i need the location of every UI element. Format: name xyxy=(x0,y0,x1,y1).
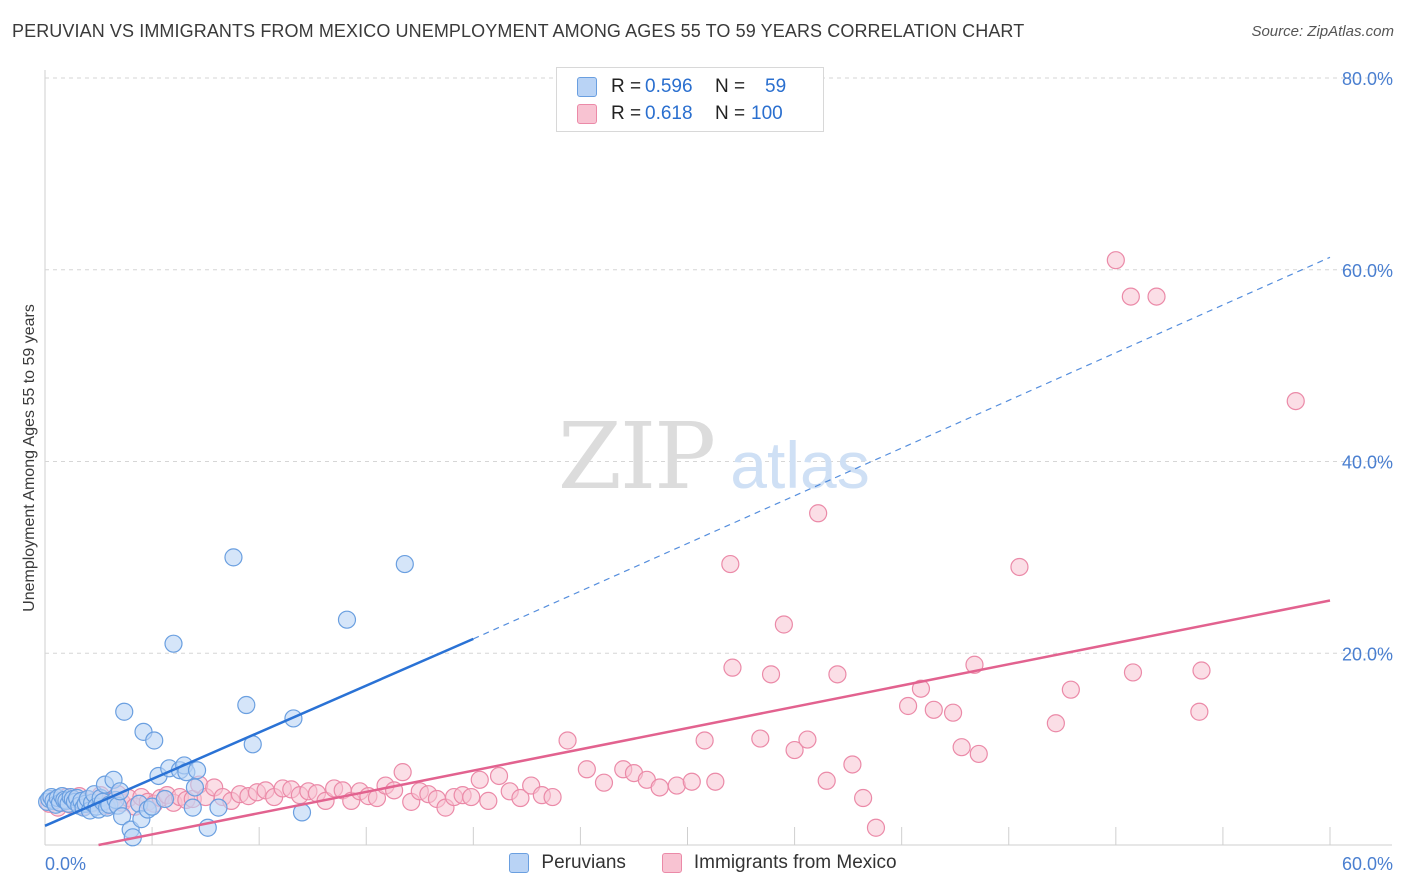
mexico-point xyxy=(1190,702,1209,721)
mexico-point xyxy=(969,744,988,764)
mexico-point xyxy=(774,615,793,634)
watermark: ZIP atlas xyxy=(558,403,870,510)
mexico-point xyxy=(470,770,489,789)
grid-lines xyxy=(44,70,1392,846)
bottom-legend-mexico: Immigrants from Mexico xyxy=(661,852,897,874)
peruvian-point xyxy=(164,634,183,653)
mexico-point xyxy=(695,731,714,750)
peruvian-point xyxy=(395,554,414,574)
mexico-point xyxy=(911,679,931,698)
mexico-point xyxy=(650,778,669,797)
mexico-point xyxy=(1192,661,1211,680)
bottom-legend-label: Peruvians xyxy=(541,852,626,873)
series-mexico xyxy=(40,251,1305,837)
y-tick-label: 60.0% xyxy=(1342,261,1393,281)
legend-row-peruvians: R = 0.596 N = 59 xyxy=(577,74,786,100)
mexico-point xyxy=(854,788,873,808)
mexico-point xyxy=(393,763,412,782)
peruvian-point xyxy=(224,548,243,567)
mexico-point xyxy=(785,740,804,760)
bottom-legend: Peruvians Immigrants from Mexico xyxy=(0,852,1406,874)
trend-lines xyxy=(44,256,1331,847)
mexico-point xyxy=(462,787,481,807)
mexico-point xyxy=(843,755,862,774)
source-label: Source: ZipAtlas.com xyxy=(1251,23,1394,40)
legend-r-value: 0.618 xyxy=(645,103,693,124)
mexico-point xyxy=(723,658,742,677)
mexico-point xyxy=(809,504,828,523)
peruvian-point xyxy=(187,761,207,780)
mexico-point xyxy=(1106,251,1125,270)
y-tick-label: 20.0% xyxy=(1342,644,1393,664)
bottom-legend-peruvians: Peruvians xyxy=(509,852,626,874)
mexico-swatch xyxy=(661,853,682,873)
legend-n-value: 59 xyxy=(765,76,787,97)
mexico-point xyxy=(817,771,836,790)
peruvian-point xyxy=(337,610,357,629)
watermark-atlas: atlas xyxy=(730,428,869,502)
mexico-point xyxy=(594,773,614,792)
peruvian-trend-extension xyxy=(473,256,1331,640)
mexico-point xyxy=(682,772,701,791)
mexico-point xyxy=(1286,391,1305,411)
peruvian-point xyxy=(237,695,256,715)
peruvian-point xyxy=(115,702,134,721)
mexico-point xyxy=(721,554,740,574)
mexico-point xyxy=(489,766,509,786)
mexico-point xyxy=(943,703,963,722)
x-tick-marks xyxy=(151,827,1331,845)
mexico-point xyxy=(577,760,596,779)
mexico-point xyxy=(1147,287,1166,306)
mexico-point xyxy=(924,700,943,719)
legend: R = 0.596 N = 59 R = 0.618 N = 100 xyxy=(556,67,824,132)
mexico-point xyxy=(667,776,686,795)
mexico-point xyxy=(761,665,781,684)
watermark-zip: ZIP xyxy=(558,403,714,510)
peruvian-point xyxy=(155,789,175,809)
y-axis-label: Unemployment Among Ages 55 to 59 years xyxy=(21,304,38,612)
legend-r-label: R = xyxy=(611,76,647,97)
peruvian-point xyxy=(183,798,202,817)
mexico-point xyxy=(952,738,971,757)
mexico-point xyxy=(828,665,847,684)
x-tick-label-max: 60.0% xyxy=(1342,854,1393,874)
mexico-point xyxy=(543,787,562,807)
bottom-legend-label: Immigrants from Mexico xyxy=(693,852,897,873)
mexico-point xyxy=(558,731,577,750)
mexico-point xyxy=(1123,663,1143,682)
legend-row-mexico: R = 0.618 N = 100 xyxy=(577,101,783,127)
mexico-point xyxy=(798,730,817,749)
peruvian-point xyxy=(145,731,164,750)
y-tick-label: 80.0% xyxy=(1342,69,1393,89)
mexico-point xyxy=(706,772,725,791)
legend-n-value: 100 xyxy=(751,103,783,124)
x-tick-label-min: 0.0% xyxy=(45,854,86,874)
chart-title: PERUVIAN VS IMMIGRANTS FROM MEXICO UNEMP… xyxy=(12,21,1025,41)
mexico-swatch xyxy=(577,104,597,124)
legend-n-label: N = xyxy=(715,103,751,124)
legend-r-label: R = xyxy=(611,103,647,124)
mexico-point xyxy=(479,791,498,810)
peruvian-trend-line xyxy=(44,637,474,827)
mexico-trend-line xyxy=(98,599,1331,847)
mexico-point xyxy=(1061,680,1080,699)
legend-n-label: N = xyxy=(715,76,751,97)
peruvians-swatch xyxy=(509,853,530,873)
peruvian-point xyxy=(185,778,205,797)
mexico-point xyxy=(751,729,770,748)
legend-r-value: 0.596 xyxy=(645,76,693,97)
peruvian-point xyxy=(209,798,228,817)
mexico-point xyxy=(898,696,918,716)
mexico-point xyxy=(866,818,886,837)
y-tick-label: 40.0% xyxy=(1342,453,1393,473)
mexico-point xyxy=(511,788,530,808)
series-peruvians xyxy=(38,548,414,847)
mexico-point xyxy=(1010,557,1029,577)
mexico-point xyxy=(1046,714,1065,733)
peruvian-point xyxy=(112,807,132,826)
y-tick-labels: 20.0% 40.0% 60.0% 80.0% xyxy=(1342,69,1393,664)
peruvians-swatch xyxy=(577,77,597,97)
mexico-point xyxy=(1121,287,1140,306)
